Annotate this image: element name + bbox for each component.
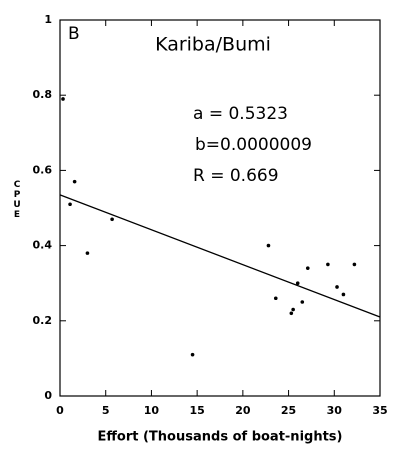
point <box>266 243 271 248</box>
y-tick-label: 1 <box>44 13 52 26</box>
point <box>289 311 294 316</box>
x-axis-label: Effort (Thousands of boat-nights) <box>98 430 343 445</box>
point <box>85 251 90 255</box>
point <box>305 266 310 270</box>
x-tick-label: 20 <box>235 404 251 417</box>
x-tick-label: 35 <box>372 404 387 417</box>
panel-label: B <box>68 24 80 44</box>
point <box>295 281 300 286</box>
y-tick-label: 0.4 <box>33 239 53 252</box>
y-tick-label: 0.6 <box>33 163 53 176</box>
point <box>110 217 114 222</box>
point <box>72 179 77 184</box>
annotation: R = 0.669 <box>193 166 279 186</box>
point <box>68 202 72 207</box>
point <box>61 97 65 101</box>
annotation: a = 0.5323 <box>193 104 288 124</box>
point <box>352 262 357 267</box>
x-tick-label: 30 <box>327 404 343 417</box>
x-tick-label: 10 <box>144 404 160 417</box>
x-tick-label: 15 <box>189 404 204 417</box>
y-tick-label: 0.8 <box>33 88 53 101</box>
point <box>291 307 295 312</box>
x-tick-label: 25 <box>281 404 296 417</box>
plot-frame <box>59 19 381 397</box>
y-axis-label: CPUE <box>12 180 22 220</box>
point <box>326 262 330 267</box>
y-tick-label: 0 <box>44 389 52 402</box>
y-tick-label: 0.2 <box>33 314 53 327</box>
fit-line <box>59 194 381 318</box>
x-tick-label: 5 <box>102 404 110 417</box>
annotation: b=0.0000009 <box>195 135 312 155</box>
x-tick-label: 0 <box>56 404 64 417</box>
point <box>341 292 346 297</box>
point <box>335 285 339 289</box>
point <box>300 300 305 304</box>
chart-title: Kariba/Bumi <box>155 34 271 56</box>
point <box>273 296 278 301</box>
point <box>190 352 195 357</box>
